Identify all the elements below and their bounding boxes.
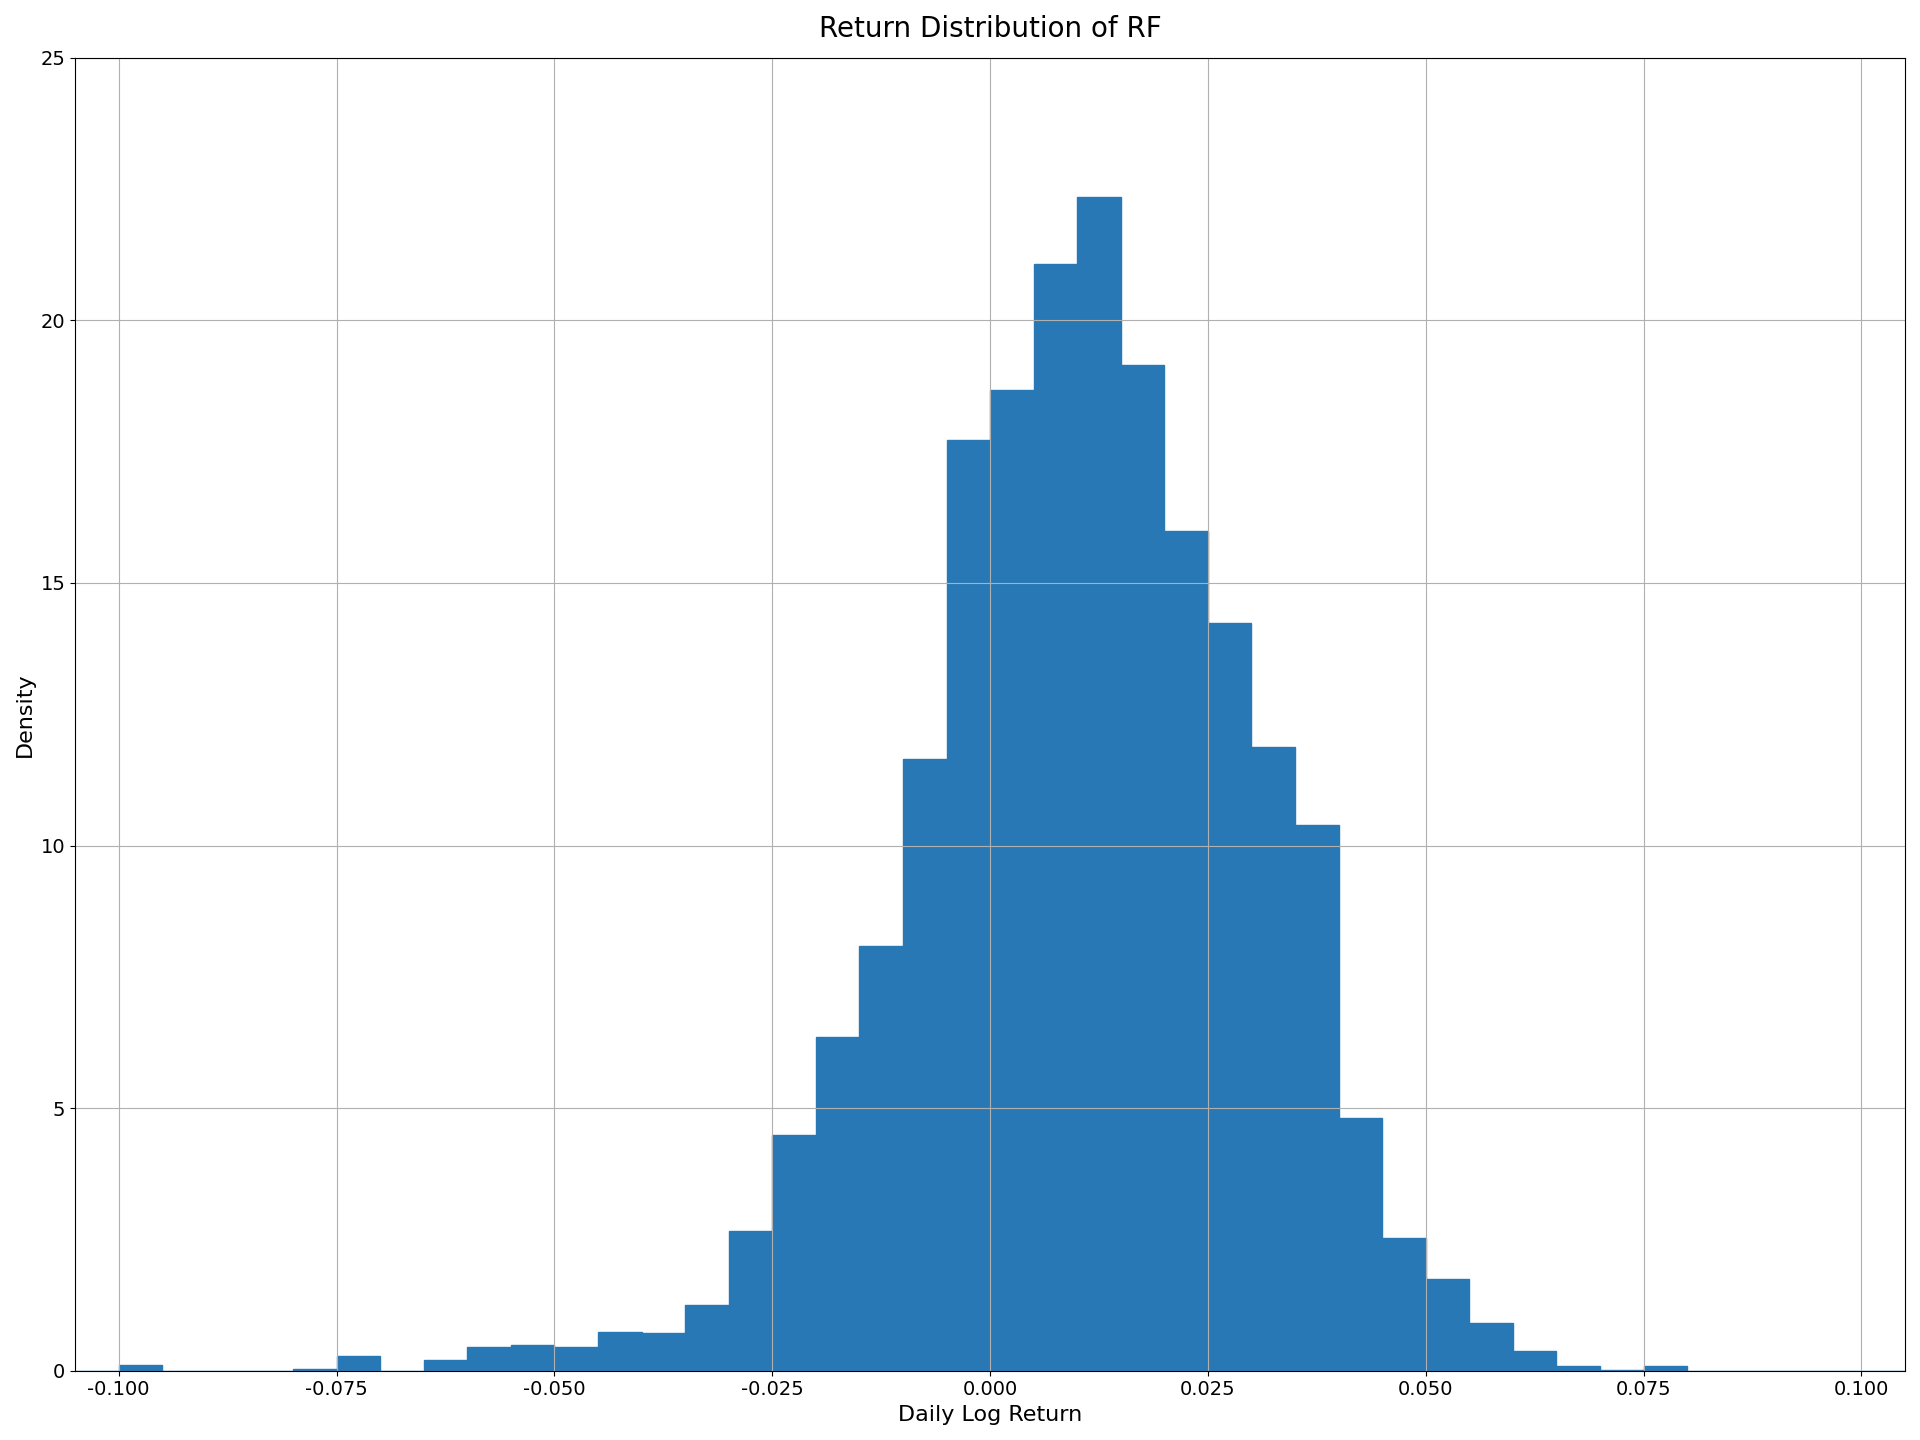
- Bar: [1121, 366, 1164, 1371]
- Bar: [467, 1348, 511, 1371]
- Bar: [511, 1345, 555, 1371]
- Title: Return Distribution of RF: Return Distribution of RF: [818, 14, 1162, 43]
- Y-axis label: Density: Density: [15, 672, 35, 756]
- Bar: [1644, 1365, 1688, 1371]
- Bar: [1469, 1323, 1513, 1371]
- Bar: [1252, 747, 1296, 1371]
- Bar: [772, 1135, 816, 1371]
- Bar: [1557, 1365, 1599, 1371]
- Bar: [1033, 264, 1077, 1371]
- Bar: [685, 1305, 730, 1371]
- Bar: [424, 1359, 467, 1371]
- Bar: [902, 759, 947, 1371]
- Bar: [294, 1368, 336, 1371]
- Bar: [641, 1333, 685, 1371]
- Bar: [336, 1355, 380, 1371]
- Bar: [1296, 825, 1338, 1371]
- Bar: [860, 946, 902, 1371]
- Bar: [991, 390, 1033, 1371]
- X-axis label: Daily Log Return: Daily Log Return: [899, 1405, 1083, 1426]
- Bar: [1513, 1352, 1557, 1371]
- Bar: [1382, 1238, 1427, 1371]
- Bar: [119, 1365, 163, 1371]
- Bar: [816, 1037, 860, 1371]
- Bar: [1164, 531, 1208, 1371]
- Bar: [947, 441, 991, 1371]
- Bar: [1427, 1279, 1469, 1371]
- Bar: [597, 1332, 641, 1371]
- Bar: [1208, 622, 1252, 1371]
- Bar: [1338, 1117, 1382, 1371]
- Bar: [730, 1231, 772, 1371]
- Bar: [1077, 197, 1121, 1371]
- Bar: [555, 1348, 597, 1371]
